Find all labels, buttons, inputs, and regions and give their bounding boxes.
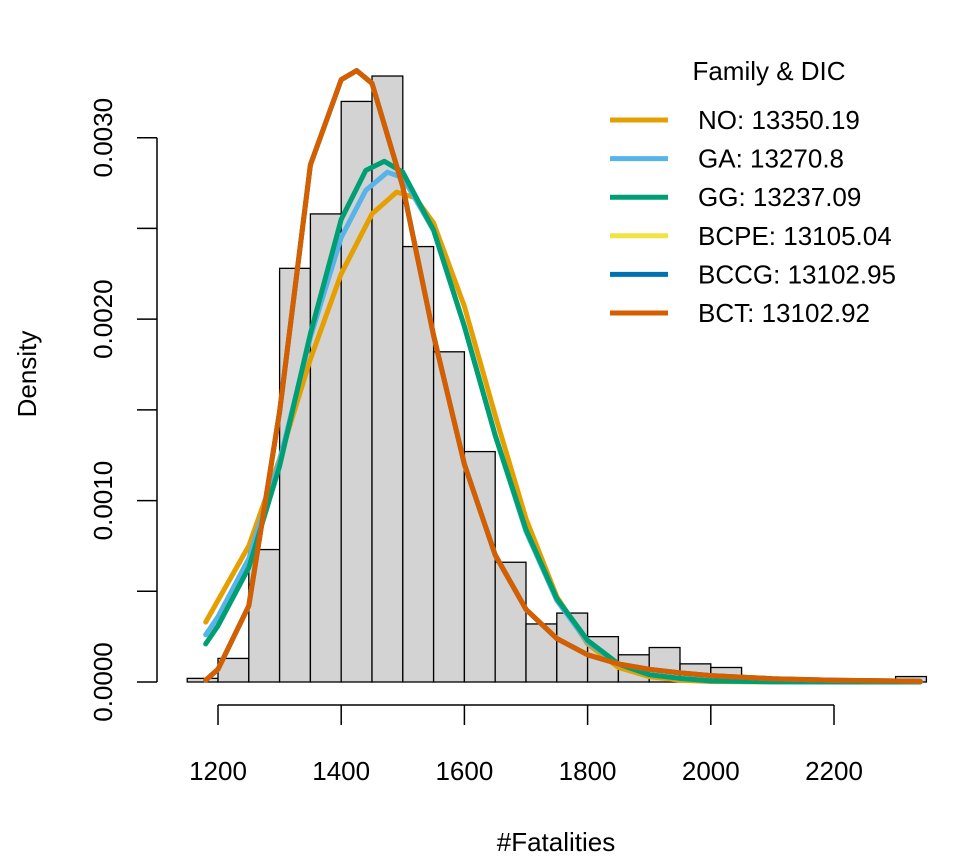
legend-label-1: GA: 13270.8 — [698, 144, 844, 174]
y-axis: 0.0000 0.0010 0.0020 0.0030 — [88, 98, 158, 722]
legend-title: Family & DIC — [692, 56, 845, 86]
x-tick-label-1: 1400 — [312, 756, 370, 786]
legend-label-2: GG: 13237.09 — [698, 182, 861, 212]
x-tick-label-0: 1200 — [189, 756, 247, 786]
density-curves — [203, 68, 923, 685]
histogram-bars — [186, 75, 928, 683]
legend-label-4: BCCG: 13102.95 — [698, 259, 896, 289]
x-tick-label-4: 2000 — [682, 756, 740, 786]
y-tick-label-2: 0.0020 — [88, 279, 118, 359]
legend-label-3: BCPE: 13105.04 — [698, 221, 892, 251]
legend-label-0: NO: 13350.19 — [698, 105, 860, 135]
density-curve-bct — [203, 68, 923, 684]
histogram-bar-3 — [278, 267, 312, 683]
x-axis-label: #Fatalities — [497, 827, 616, 857]
x-tick-label-5: 2200 — [805, 756, 863, 786]
histogram-bar-9 — [463, 450, 496, 683]
y-tick-label-3: 0.0030 — [88, 98, 118, 178]
x-tick-label-2: 1600 — [435, 756, 493, 786]
y-axis-label: Density — [12, 331, 42, 418]
density-curve-gg — [203, 158, 923, 685]
histogram-bar-5 — [340, 100, 373, 683]
x-tick-label-3: 1800 — [559, 756, 617, 786]
y-tick-label-0: 0.0000 — [88, 642, 118, 722]
legend: Family & DIC NO: 13350.19 GA: 13270.8 GG: … — [610, 56, 896, 328]
legend-label-5: BCT: 13102.92 — [698, 298, 870, 328]
histogram-bar-0 — [186, 677, 219, 683]
x-axis: 1200 1400 1600 1800 2000 2200 — [189, 704, 863, 786]
y-tick-label-1: 0.0010 — [88, 461, 118, 541]
